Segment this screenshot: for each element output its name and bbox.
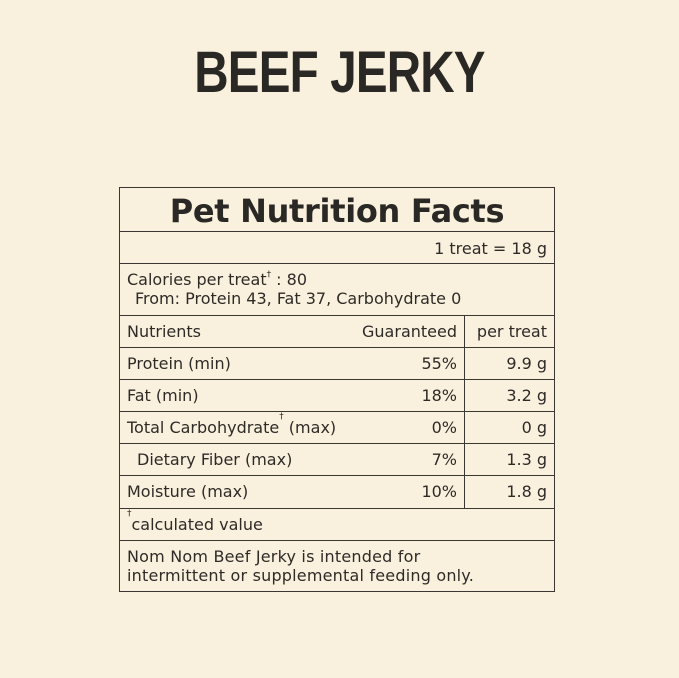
nutrient-name: Dietary Fiber (max) [137,450,293,469]
nutrient-name: Moisture (max) [127,482,249,501]
serving-size: 1 treat = 18 g [120,231,554,263]
guaranteed-value: 18% [421,386,457,405]
product-title: BEEF JERKY [194,40,485,105]
nutrition-facts-panel: Pet Nutrition Facts 1 treat = 18 g Calor… [119,187,555,592]
footnote: †calculated value [120,508,554,540]
calories-block: Calories per treat† : 80 From: Protein 4… [120,263,554,315]
panel-heading: Pet Nutrition Facts [169,192,505,230]
per-treat-value: 9.9 g [506,354,547,373]
table-row: Total Carbohydrate† (max) 0% 0 g [120,411,554,443]
nutrient-name-cell: Total Carbohydrate† (max) [127,412,336,444]
feeding-note-line: Nom Nom Beef Jerky is intended for [127,547,421,566]
header-guaranteed: Guaranteed [362,322,457,341]
table-row: Fat (min) 18% 3.2 g [120,379,554,411]
table-row: Dietary Fiber (max) 7% 1.3 g [120,443,554,475]
table-row: Protein (min) 55% 9.9 g [120,347,554,379]
nutrient-name: Fat (min) [127,386,199,405]
feeding-note: Nom Nom Beef Jerky is intended for inter… [120,540,554,591]
feeding-note-line: intermittent or supplemental feeding onl… [127,566,474,585]
column-divider [464,315,465,508]
nutrient-name: Protein (min) [127,354,231,373]
header-nutrients: Nutrients [127,322,201,341]
guaranteed-value: 0% [431,418,457,437]
guaranteed-value: 10% [421,482,457,501]
table-row: Moisture (max) 10% 1.8 g [120,475,554,507]
calories-value: : 80 [271,270,308,289]
header-per-treat: per treat [476,322,547,341]
per-treat-value: 1.3 g [506,450,547,469]
calories-label: Calories per treat [127,270,267,289]
nutrient-name: Total Carbohydrate [127,418,280,437]
guaranteed-value: 7% [431,450,457,469]
dagger-mark: † [127,509,132,519]
calories-breakdown: From: Protein 43, Fat 37, Carbohydrate 0 [135,289,462,308]
table-header-row: Nutrients Guaranteed per treat [120,315,554,347]
dagger-mark: † [279,412,284,422]
per-treat-value: 3.2 g [506,386,547,405]
guaranteed-value: 55% [421,354,457,373]
dagger-mark: † [266,270,272,280]
per-treat-value: 0 g [521,418,547,437]
per-treat-value: 1.8 g [506,482,547,501]
nutrient-qualifier: (max) [283,418,337,437]
footnote-text: calculated value [131,515,263,534]
